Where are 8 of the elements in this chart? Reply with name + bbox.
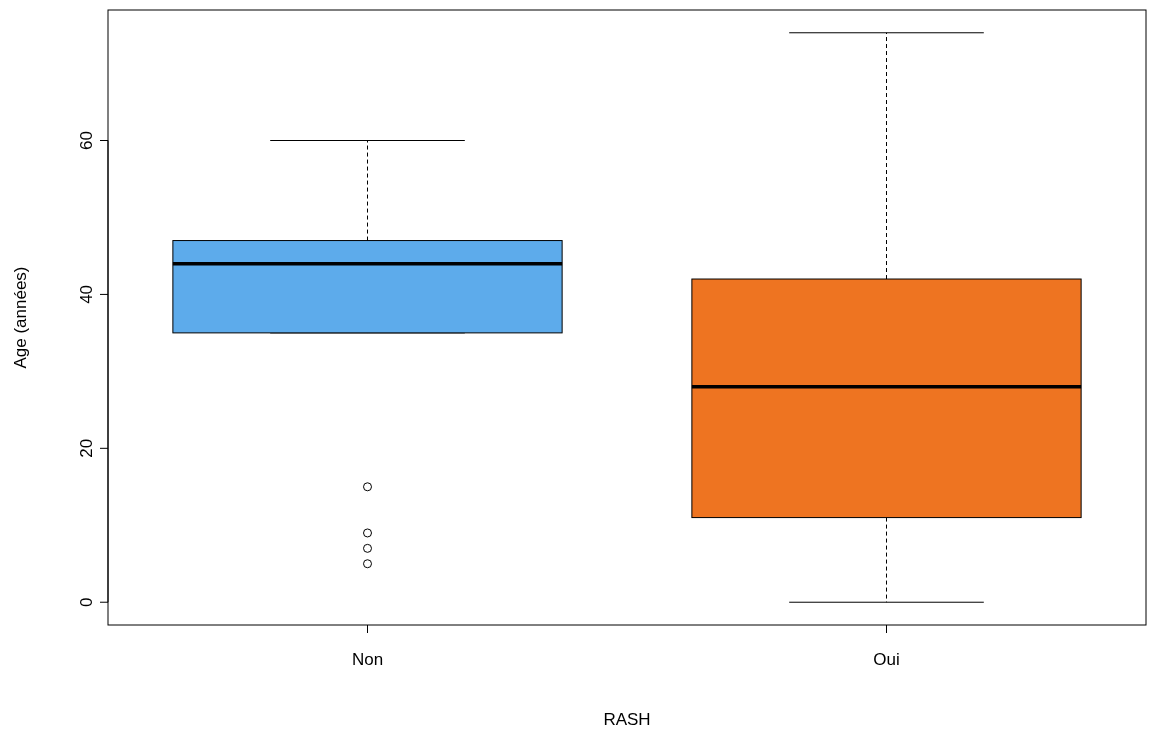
x-tick-label: Oui [873,650,900,669]
y-axis-title: Age (années) [11,266,30,369]
y-tick-label: 20 [77,438,96,458]
y-tick-label: 0 [77,597,96,607]
x-tick-label: Non [351,650,384,669]
y-tick-label: 60 [77,131,96,150]
x-axis-title: RASH [603,710,651,729]
y-tick-label: 40 [77,284,96,304]
